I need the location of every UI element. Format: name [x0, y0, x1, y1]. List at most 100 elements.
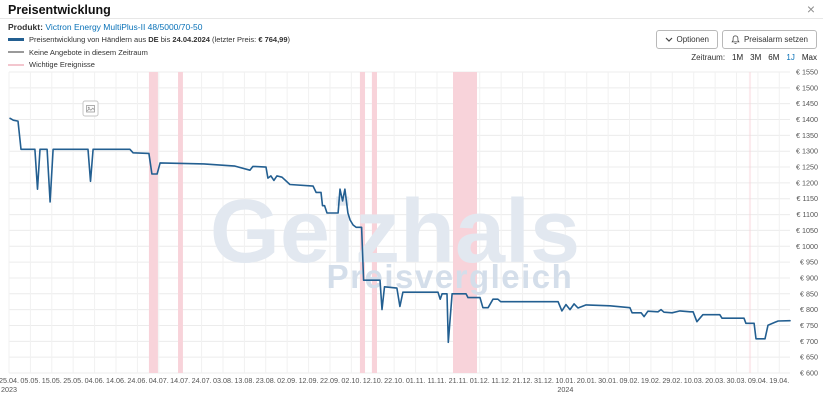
zeitraum-selector: Zeitraum: 1M 3M 6M 1J Max — [691, 53, 817, 62]
events-line-swatch-icon — [8, 63, 24, 66]
options-button[interactable]: Optionen — [655, 30, 718, 49]
zeitraum-option-max[interactable]: Max — [801, 53, 817, 62]
x-tick-label: 05.05. — [20, 376, 40, 385]
options-button-label: Optionen — [676, 35, 709, 44]
x-tick-label: 13.08. — [234, 376, 254, 385]
y-tick-label: € 1500 — [796, 83, 818, 92]
x-tick-label: 10.01. — [555, 376, 575, 385]
x-tick-label: 24.07. — [192, 376, 212, 385]
legend-no-offers-label: Keine Angebote in diesem Zeitraum — [29, 47, 148, 57]
x-tick-label: 12.09. — [299, 376, 319, 385]
y-tick-label: € 1250 — [796, 163, 818, 172]
y-tick-label: € 1550 — [796, 68, 818, 77]
watermark-geizhals: Geizhals — [210, 182, 580, 282]
x-tick-label: 25.05. — [63, 376, 83, 385]
event-marker-icon[interactable] — [82, 100, 99, 117]
header-divider — [0, 18, 823, 19]
y-tick-label: € 900 — [800, 273, 818, 282]
x-tick-label: 15.05. — [42, 376, 62, 385]
legend-series-label: Preisentwicklung von Händlern aus DE bis… — [29, 35, 291, 44]
x-tick-label: 23.08. — [256, 376, 276, 385]
chart-controls: Optionen Preisalarm setzen — [655, 30, 817, 49]
zeitraum-option-1j[interactable]: 1J — [786, 53, 795, 62]
x-tick-label: 19.04. — [769, 376, 789, 385]
y-tick-label: € 950 — [800, 258, 818, 267]
x-tick-label: 04.06. — [85, 376, 105, 385]
event-band — [452, 72, 477, 373]
y-tick-label: € 850 — [800, 289, 818, 298]
event-band — [371, 72, 377, 373]
x-tick-label: 22.10. — [384, 376, 404, 385]
y-tick-label: € 1350 — [796, 131, 818, 140]
event-band — [748, 72, 752, 373]
x-tick-label: 09.04. — [748, 376, 768, 385]
x-tick-label: 11.12. — [491, 376, 510, 385]
event-band — [359, 72, 366, 373]
x-tick-label: 31.12. — [534, 376, 554, 385]
x-tick-label: 02.10. — [341, 376, 361, 385]
price-alarm-button[interactable]: Preisalarm setzen — [721, 30, 817, 49]
price-line[interactable] — [9, 117, 791, 344]
chart-legend: Preisentwicklung von Händlern aus DE bis… — [8, 35, 290, 73]
x-tick-label: 10.03. — [684, 376, 704, 385]
x-tick-label: 14.07. — [170, 376, 190, 385]
x-tick-label: 11.11. — [427, 376, 446, 385]
y-tick-label: € 600 — [800, 369, 818, 378]
x-tick-label: 20.01. — [577, 376, 597, 385]
y-tick-label: € 1300 — [796, 147, 818, 156]
event-band — [148, 72, 158, 373]
zeitraum-option-6m[interactable]: 6M — [768, 53, 780, 62]
x-tick-label: 30.03. — [727, 376, 747, 385]
legend-row-events: Wichtige Ereignisse — [8, 60, 290, 69]
x-tick-label: 12.10. — [363, 376, 383, 385]
x-tick-label: 01.12. — [470, 376, 490, 385]
product-line: Produkt: Victron Energy MultiPlus-II 48/… — [8, 22, 203, 32]
product-link[interactable]: Victron Energy MultiPlus-II 48/5000/70-5… — [45, 22, 203, 32]
y-tick-label: € 1000 — [796, 242, 818, 251]
series-line-swatch-icon — [8, 38, 24, 41]
y-tick-label: € 1150 — [797, 194, 818, 203]
price-alarm-button-label: Preisalarm setzen — [743, 35, 808, 44]
price-history-chart[interactable]: € 600 € 650 € 700 € 750 € 800 € 850 € 900 € 950… — [0, 65, 823, 405]
x-tick-label: 19.02. — [641, 376, 661, 385]
y-tick-label: € 800 — [800, 305, 818, 314]
zeitraum-option-3m[interactable]: 3M — [750, 53, 762, 62]
x-tick-label: 09.02. — [620, 376, 640, 385]
legend-events-label: Wichtige Ereignisse — [29, 60, 95, 69]
legend-row-series: Preisentwicklung von Händlern aus DE bis… — [8, 35, 290, 44]
x-tick-label: 25.04. — [0, 376, 19, 385]
page-title: Preisentwicklung — [8, 3, 111, 17]
y-tick-label: € 1400 — [796, 115, 818, 124]
no-offers-line-swatch-icon — [8, 51, 24, 53]
watermark-preisvergleich: Preisvergleich — [327, 258, 574, 295]
y-tick-label: € 1100 — [797, 210, 818, 219]
x-tick-year: 2024 — [557, 385, 573, 394]
event-band — [178, 72, 183, 373]
x-tick-label: 03.08. — [213, 376, 233, 385]
x-tick-label: 21.11. — [449, 376, 468, 385]
product-label: Produkt: — [8, 22, 43, 32]
y-tick-label: € 1200 — [796, 178, 818, 187]
chart-area: € 600 € 650 € 700 € 750 € 800 € 850 € 900 € 950… — [0, 65, 823, 405]
x-tick-label: 21.12. — [513, 376, 533, 385]
x-tick-label: 14.06. — [106, 376, 126, 385]
bell-icon — [731, 34, 740, 44]
x-tick-label: 29.02. — [662, 376, 682, 385]
x-tick-year: 2023 — [1, 385, 17, 394]
x-tick-label: 20.03. — [705, 376, 725, 385]
chevron-down-icon — [665, 37, 672, 42]
zeitraum-label: Zeitraum: — [691, 53, 726, 62]
x-tick-label: 04.07. — [149, 376, 169, 385]
x-tick-label: 02.09. — [277, 376, 297, 385]
x-tick-label: 01.11. — [406, 376, 425, 385]
close-icon[interactable]: × — [806, 1, 815, 17]
x-tick-label: 30.01. — [598, 376, 618, 385]
y-tick-label: € 750 — [800, 321, 818, 330]
zeitraum-option-1m[interactable]: 1M — [732, 53, 744, 62]
y-tick-label: € 1050 — [796, 226, 818, 235]
legend-row-no-offers: Keine Angebote in diesem Zeitraum — [8, 48, 290, 57]
x-tick-label: 22.09. — [320, 376, 340, 385]
y-tick-label: € 1450 — [796, 99, 818, 108]
y-tick-label: € 650 — [800, 353, 818, 362]
